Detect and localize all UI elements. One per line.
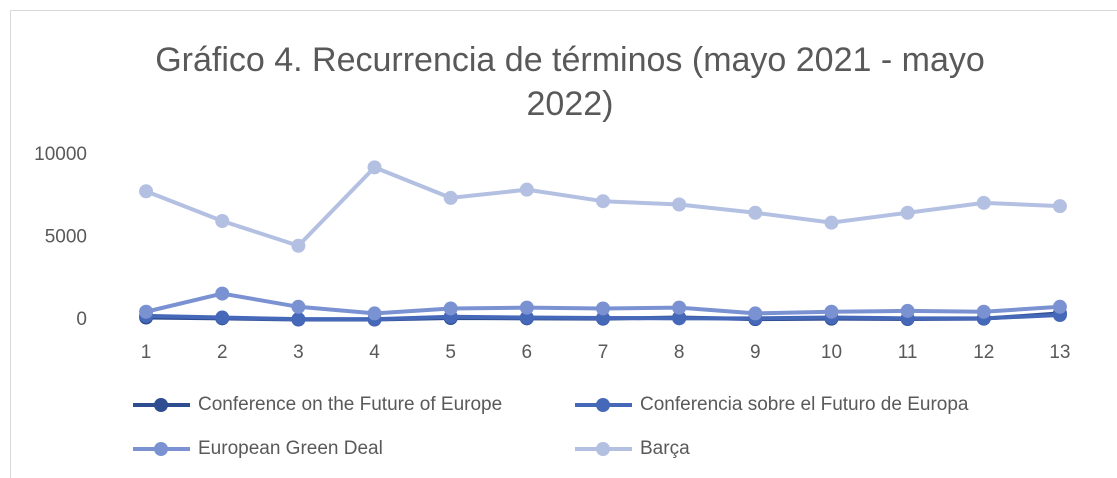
point <box>519 182 534 197</box>
legend-marker <box>596 398 610 412</box>
point <box>824 304 839 319</box>
legend-label: European Green Deal <box>198 438 383 459</box>
x-tick-label: 2 <box>217 342 228 363</box>
point <box>215 310 230 325</box>
point <box>443 301 458 316</box>
x-tick-label: 10 <box>821 342 842 363</box>
legend-label: Barça <box>640 438 690 459</box>
point <box>824 215 839 230</box>
point <box>596 311 610 326</box>
x-tick-label: 8 <box>674 342 685 363</box>
point <box>443 190 458 205</box>
point <box>748 306 763 321</box>
point <box>1052 199 1067 214</box>
point <box>1052 299 1067 314</box>
x-tick-label: 7 <box>598 342 609 363</box>
point <box>291 299 306 314</box>
x-tick-label: 13 <box>1049 342 1070 363</box>
legend-label: Conferencia sobre el Futuro de Europa <box>640 394 969 415</box>
x-tick-label: 4 <box>369 342 380 363</box>
point <box>672 300 687 315</box>
legend-marker <box>154 398 168 412</box>
point <box>596 301 610 316</box>
point <box>519 310 534 325</box>
point <box>291 238 306 253</box>
legend-marker <box>154 442 168 456</box>
chart-title: Gráfico 4. Recurrencia de términos (mayo… <box>155 41 985 123</box>
legend-label: Conference on the Future of Europe <box>198 394 502 415</box>
point <box>976 195 991 210</box>
point <box>139 304 154 319</box>
point <box>215 214 230 228</box>
point <box>367 306 382 321</box>
chart-border <box>10 10 1117 478</box>
x-tick-label: 3 <box>293 342 304 363</box>
y-tick-label: 10000 <box>34 144 87 165</box>
point <box>748 205 763 220</box>
point <box>367 160 382 175</box>
x-tick-label: 9 <box>750 342 761 363</box>
point <box>215 286 230 301</box>
point <box>672 197 687 212</box>
point <box>291 312 306 327</box>
point <box>900 205 915 220</box>
point <box>976 304 991 319</box>
legend-marker <box>596 442 610 456</box>
point <box>596 194 610 209</box>
y-tick-label: 0 <box>76 309 87 330</box>
x-tick-label: 6 <box>522 342 533 363</box>
x-tick-label: 1 <box>141 342 152 363</box>
point <box>519 300 534 315</box>
x-tick-label: 5 <box>445 342 456 363</box>
y-tick-label: 5000 <box>45 227 87 248</box>
point <box>139 184 154 199</box>
x-tick-label: 11 <box>898 342 918 363</box>
x-tick-label: 12 <box>973 342 994 363</box>
point <box>900 303 915 318</box>
point <box>672 311 687 326</box>
